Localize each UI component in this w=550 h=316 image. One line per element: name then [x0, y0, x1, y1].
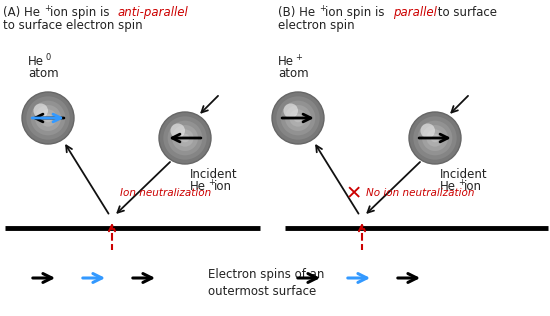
- Circle shape: [426, 129, 444, 147]
- Circle shape: [414, 116, 456, 160]
- Circle shape: [170, 124, 185, 138]
- Circle shape: [22, 92, 74, 144]
- Text: He: He: [190, 180, 206, 193]
- Text: +: +: [458, 178, 465, 187]
- Circle shape: [177, 129, 194, 147]
- Text: +: +: [295, 53, 302, 62]
- Text: Incident: Incident: [440, 168, 488, 181]
- Text: to surface electron spin: to surface electron spin: [3, 19, 142, 32]
- Text: He: He: [278, 55, 294, 68]
- Circle shape: [422, 125, 448, 151]
- Circle shape: [34, 103, 48, 118]
- Circle shape: [289, 109, 307, 127]
- Text: anti-parallel: anti-parallel: [118, 6, 189, 19]
- Circle shape: [26, 96, 70, 140]
- Circle shape: [43, 114, 52, 122]
- Text: electron spin: electron spin: [278, 19, 355, 32]
- Text: parallel: parallel: [393, 6, 437, 19]
- Text: He: He: [28, 55, 44, 68]
- Text: atom: atom: [28, 67, 59, 80]
- Circle shape: [172, 125, 198, 151]
- Text: ion: ion: [464, 180, 482, 193]
- Circle shape: [294, 114, 302, 122]
- Circle shape: [159, 112, 211, 164]
- Circle shape: [163, 116, 207, 160]
- Circle shape: [280, 101, 315, 135]
- Text: ion spin is: ion spin is: [50, 6, 113, 19]
- Text: +: +: [44, 4, 51, 13]
- Text: +: +: [319, 4, 326, 13]
- Text: ✕: ✕: [346, 184, 362, 203]
- Circle shape: [276, 96, 320, 140]
- Text: (A) He: (A) He: [3, 6, 40, 19]
- Text: ion spin is: ion spin is: [325, 6, 388, 19]
- Text: Ion neutralization: Ion neutralization: [120, 188, 211, 198]
- Text: atom: atom: [278, 67, 309, 80]
- Circle shape: [283, 103, 298, 118]
- Text: He: He: [440, 180, 456, 193]
- Circle shape: [417, 121, 452, 155]
- Text: Incident: Incident: [190, 168, 238, 181]
- Circle shape: [168, 121, 202, 155]
- Text: Electron spins of an
outermost surface: Electron spins of an outermost surface: [208, 268, 324, 298]
- Text: 0: 0: [45, 53, 50, 62]
- Circle shape: [409, 112, 461, 164]
- Circle shape: [420, 124, 435, 138]
- Text: ion: ion: [214, 180, 232, 193]
- Text: +: +: [208, 178, 215, 187]
- Circle shape: [431, 134, 439, 142]
- Circle shape: [272, 92, 324, 144]
- Text: to surface: to surface: [434, 6, 497, 19]
- Circle shape: [180, 134, 189, 142]
- Text: (B) He: (B) He: [278, 6, 315, 19]
- Circle shape: [31, 101, 65, 135]
- Circle shape: [285, 105, 311, 131]
- Text: No ion neutralization: No ion neutralization: [366, 188, 475, 198]
- Circle shape: [35, 105, 61, 131]
- Circle shape: [40, 109, 57, 127]
